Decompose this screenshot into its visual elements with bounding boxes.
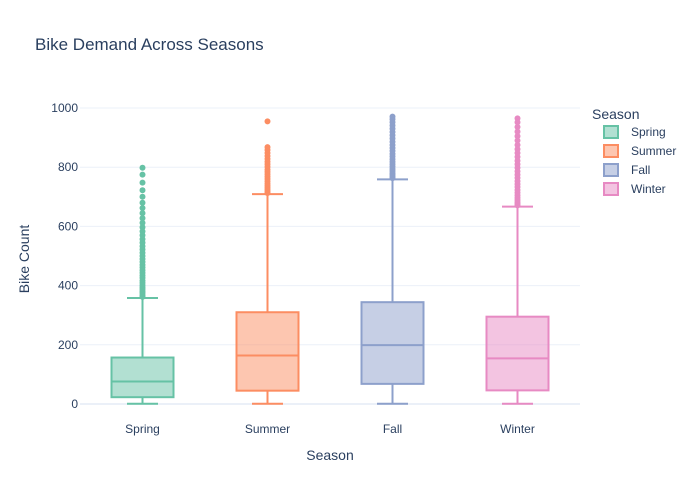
- legend-item-winter[interactable]: Winter: [603, 182, 666, 196]
- legend: Season Spring Summer Fall Winter: [592, 106, 676, 196]
- legend-label: Summer: [631, 144, 676, 158]
- box-iqr: [235, 311, 300, 392]
- box-fall: [360, 113, 425, 405]
- box-spring: [110, 164, 175, 405]
- outlier-point: [139, 179, 146, 186]
- outlier-point: [139, 187, 146, 194]
- box-series: [110, 113, 550, 405]
- x-axis-ticks: Spring Summer Fall Winter: [125, 422, 535, 436]
- box-iqr: [360, 301, 425, 385]
- outlier-point: [514, 142, 521, 148]
- gridlines: [80, 107, 580, 405]
- box-winter: [485, 115, 550, 405]
- outlier-point: [264, 144, 271, 151]
- outlier-point: [264, 118, 271, 125]
- y-axis-title: Bike Count: [16, 225, 32, 294]
- x-tick-label: Fall: [383, 422, 402, 436]
- outlier-point: [389, 113, 396, 120]
- outlier-point: [139, 199, 146, 206]
- outlier-point: [139, 215, 146, 222]
- legend-label: Spring: [631, 125, 666, 139]
- outlier-point: [139, 224, 146, 231]
- y-tick-label: 600: [58, 219, 78, 233]
- outlier-point: [514, 133, 521, 140]
- outlier-point: [139, 164, 146, 171]
- y-tick-label: 200: [58, 338, 78, 352]
- x-tick-label: Summer: [245, 422, 290, 436]
- legend-swatch: [603, 182, 619, 196]
- legend-title: Season: [592, 106, 639, 122]
- legend-swatch: [603, 125, 619, 139]
- outlier-point: [139, 219, 146, 226]
- y-tick-label: 0: [71, 397, 78, 411]
- x-axis-title: Season: [306, 447, 353, 463]
- box-iqr: [110, 356, 175, 399]
- legend-swatch: [603, 163, 619, 177]
- outlier-point: [139, 210, 146, 217]
- legend-swatch: [603, 144, 619, 158]
- outlier-point: [514, 115, 521, 122]
- box-iqr: [485, 315, 550, 392]
- outlier-point: [514, 146, 521, 153]
- y-tick-label: 1000: [51, 101, 78, 115]
- outlier-point: [514, 128, 521, 135]
- legend-item-fall[interactable]: Fall: [603, 163, 650, 177]
- outlier-point: [514, 123, 521, 130]
- x-tick-label: Winter: [500, 422, 535, 436]
- chart-title: Bike Demand Across Seasons: [35, 35, 264, 54]
- outlier-point: [139, 171, 146, 178]
- y-axis-ticks: 0 200 400 600 800 1000: [51, 101, 78, 411]
- outlier-point: [139, 228, 146, 235]
- legend-item-summer[interactable]: Summer: [603, 144, 676, 158]
- legend-label: Fall: [631, 163, 650, 177]
- outlier-point: [139, 193, 146, 200]
- legend-label: Winter: [631, 182, 666, 196]
- outlier-point: [139, 205, 146, 212]
- y-tick-label: 400: [58, 279, 78, 293]
- box-summer: [235, 118, 300, 405]
- x-tick-label: Spring: [125, 422, 160, 436]
- legend-item-spring[interactable]: Spring: [603, 125, 666, 139]
- y-tick-label: 800: [58, 160, 78, 174]
- outlier-point: [514, 137, 521, 144]
